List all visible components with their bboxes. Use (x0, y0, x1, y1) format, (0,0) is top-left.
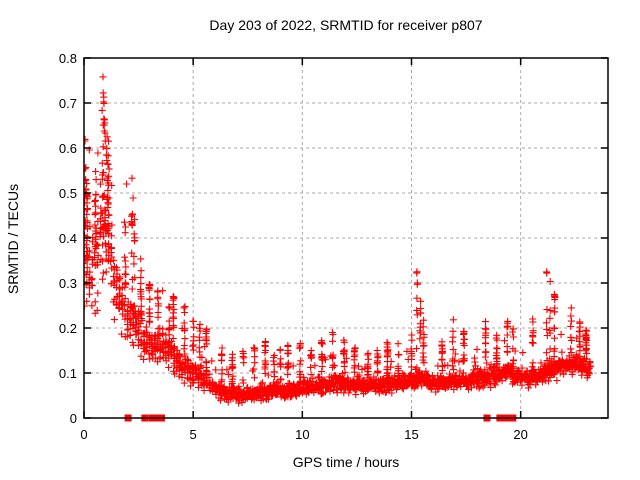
chart-title: Day 203 of 2022, SRMTID for receiver p80… (209, 17, 483, 33)
y-tick-label: 0.6 (58, 140, 77, 156)
x-axis-label: GPS time / hours (292, 454, 400, 470)
y-tick-label: 0.7 (58, 95, 77, 111)
y-tick-label: 0.5 (58, 185, 77, 201)
y-axis-label: SRMTID / TECUs (5, 183, 21, 295)
y-tick-label: 0.8 (58, 50, 77, 66)
x-tick-label: 0 (80, 427, 88, 442)
y-tick-label: 0 (69, 410, 77, 426)
y-tick-label: 0.1 (58, 365, 77, 381)
y-tick-label: 0.4 (58, 230, 77, 246)
x-tick-label: 15 (404, 427, 419, 442)
grid-lines (84, 58, 608, 418)
y-tick-label: 0.2 (58, 320, 77, 336)
tick-marks (83, 57, 608, 419)
data-points (83, 73, 595, 407)
x-tick-label: 20 (513, 427, 528, 442)
x-tick-label: 10 (295, 427, 310, 442)
x-tick-label: 5 (189, 427, 197, 442)
y-tick-label: 0.3 (58, 275, 77, 291)
